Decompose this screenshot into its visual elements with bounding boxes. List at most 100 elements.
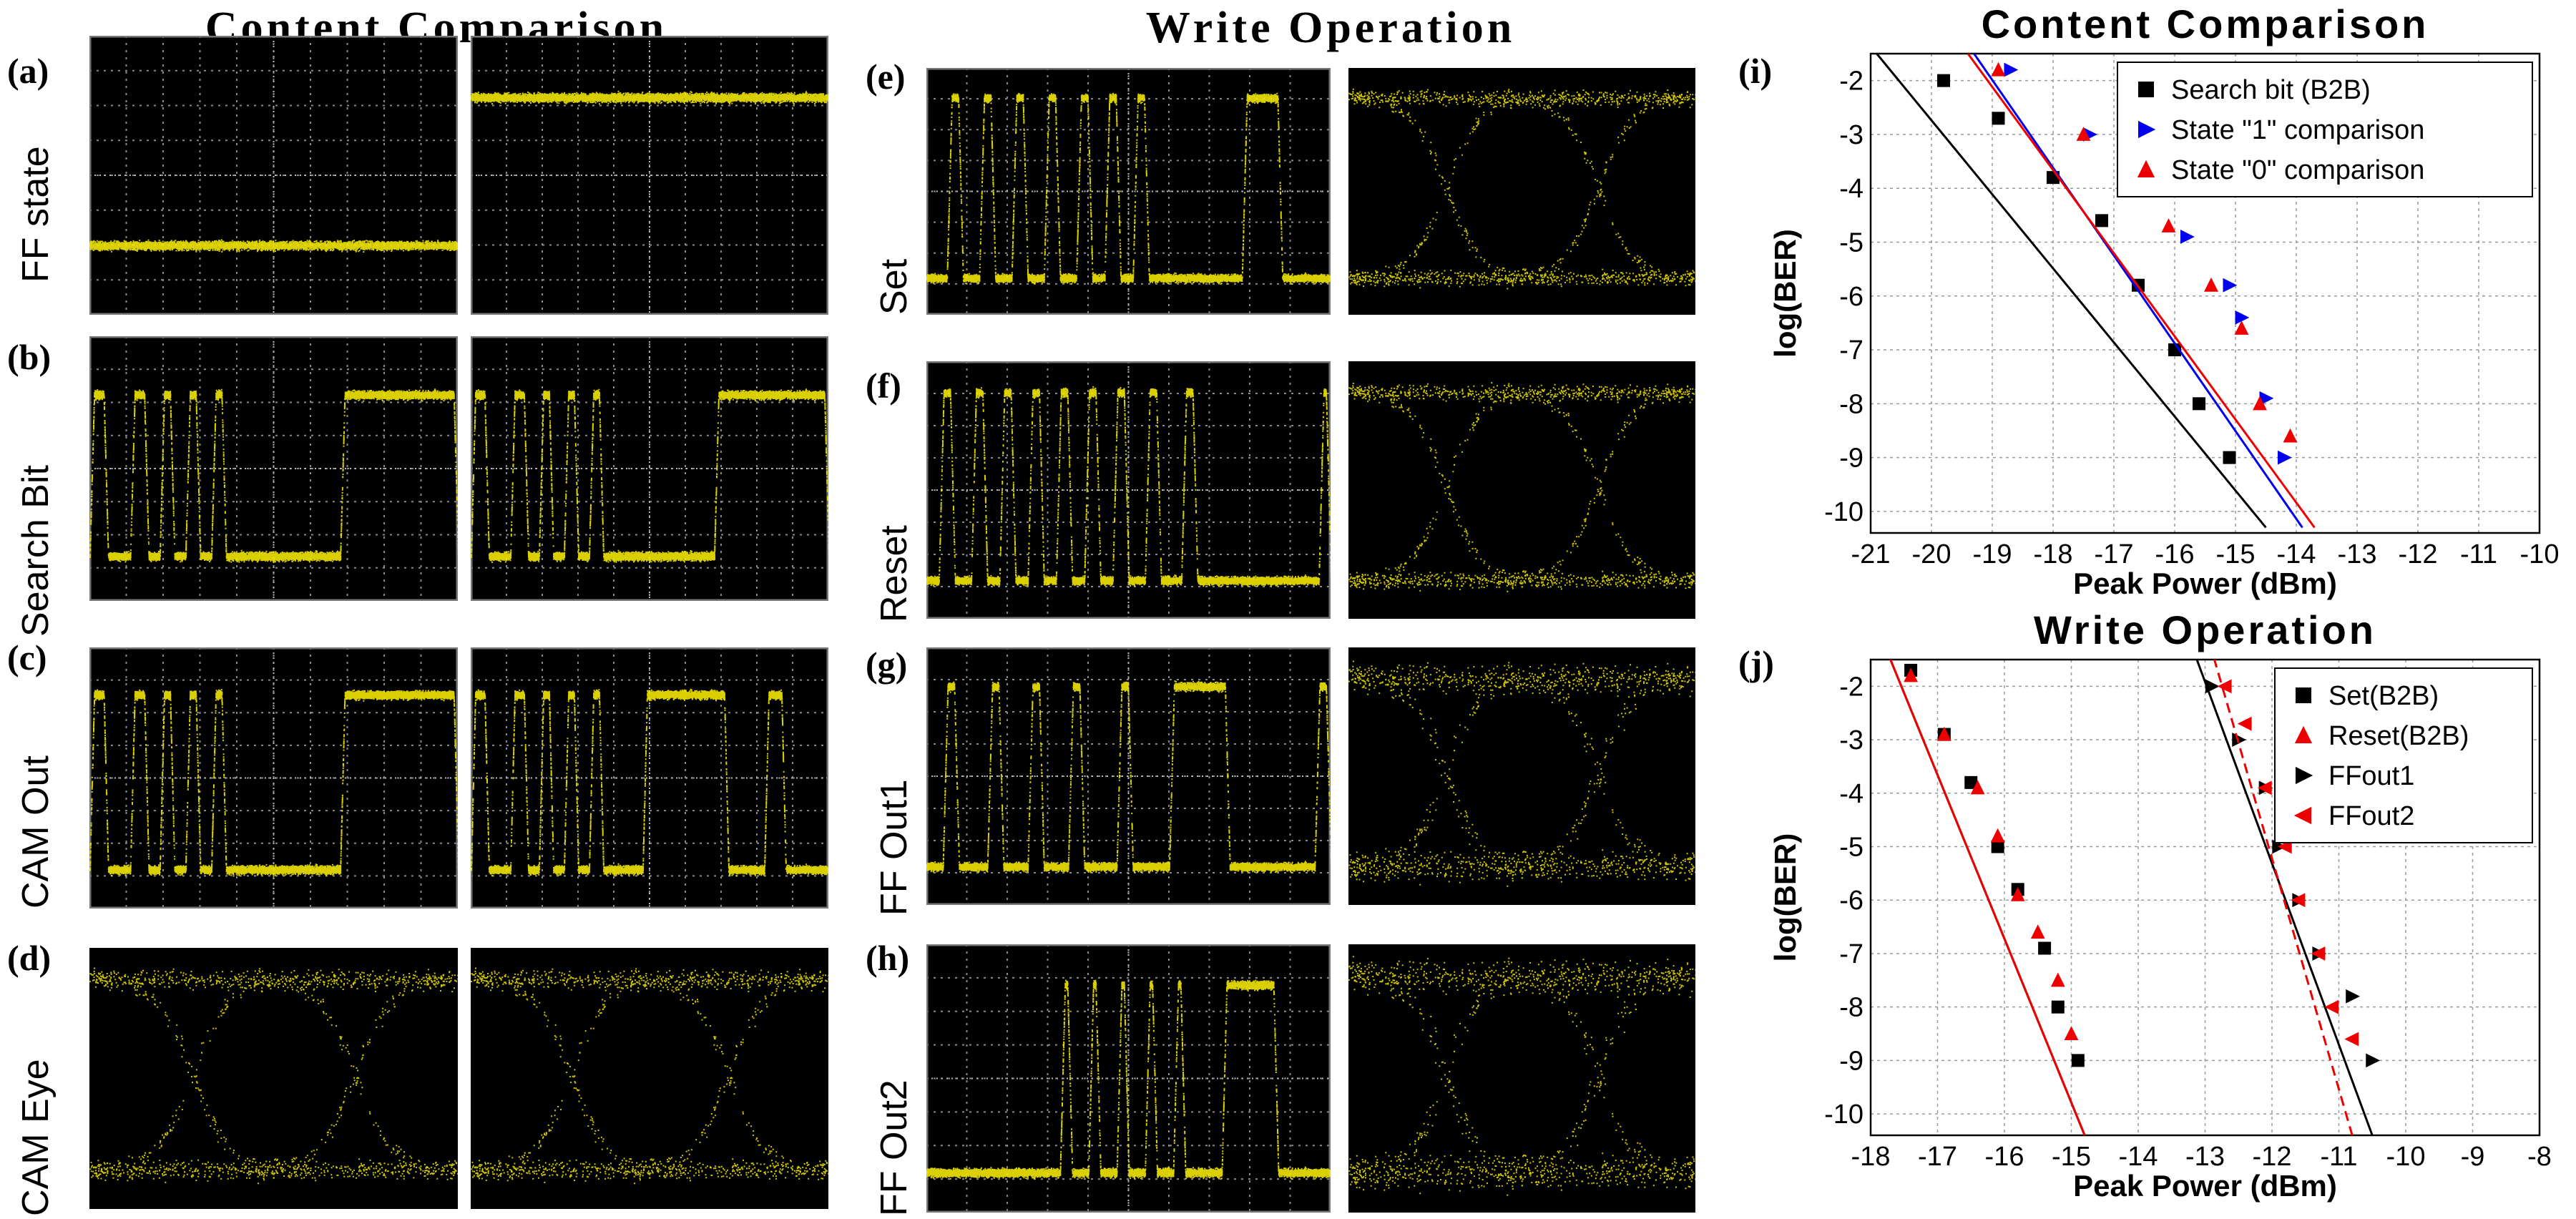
row-label-reset: Reset — [873, 525, 916, 622]
data-point — [2204, 278, 2218, 292]
x-tick-label: -21 — [1851, 539, 1891, 569]
row-label-cam-eye: CAM Eye — [14, 1059, 57, 1216]
y-tick-label: -7 — [1839, 336, 1864, 366]
scope-ff-state-1 — [89, 36, 458, 315]
data-point — [2346, 989, 2360, 1004]
data-point — [1937, 74, 1950, 87]
x-tick-label: -18 — [2034, 539, 2073, 569]
scope-search-bit-1 — [89, 336, 458, 601]
eye-set — [1348, 68, 1695, 315]
data-point — [2193, 397, 2205, 410]
panel-label-f: (f) — [866, 365, 901, 406]
scope-ff-state-2 — [471, 36, 828, 315]
data-point — [1992, 62, 2006, 77]
legend-entry: State "0" comparison — [2171, 155, 2424, 185]
data-point — [2072, 1054, 2085, 1067]
data-point — [2162, 218, 2176, 232]
y-tick-label: -6 — [1839, 886, 1864, 916]
data-point — [1992, 112, 2005, 124]
y-axis-label: log(BER) — [1768, 833, 1802, 962]
x-tick-label: -19 — [1973, 539, 2012, 569]
eye-cam-1 — [89, 948, 458, 1209]
data-point — [2095, 214, 2108, 227]
legend-entry: Search bit (B2B) — [2171, 75, 2371, 105]
panel-label-b: (b) — [7, 336, 51, 378]
x-tick-label: -15 — [2216, 539, 2256, 569]
data-point — [2366, 1053, 2380, 1067]
y-tick-label: -4 — [1839, 174, 1864, 204]
panel-label-g: (g) — [866, 644, 907, 685]
y-tick-label: -3 — [1839, 120, 1864, 150]
scope-search-bit-2 — [471, 336, 828, 601]
scope-ff-out2 — [926, 944, 1331, 1213]
x-tick-label: -13 — [2338, 539, 2377, 569]
row-label-cam-out: CAM Out — [14, 755, 57, 909]
row-label-ff-state: FF state — [14, 146, 57, 283]
x-tick-label: -17 — [2095, 539, 2134, 569]
scope-cam-out-1 — [89, 647, 458, 909]
x-tick-label: -10 — [2386, 1142, 2426, 1172]
scope-ff-out1 — [926, 647, 1331, 905]
chart-j: Write Operation-18 -17 -16 -15 -14 -13 -12 -11-… — [1745, 610, 2576, 1219]
data-point — [2031, 924, 2045, 939]
data-point — [2278, 451, 2292, 465]
legend-entry: FFout1 — [2328, 761, 2414, 791]
eye-cam-2 — [471, 948, 828, 1209]
legend-entry: Set(B2B) — [2328, 681, 2439, 711]
data-point — [2344, 1032, 2359, 1047]
legend-entry: State "1" comparison — [2171, 115, 2424, 145]
data-point — [2205, 679, 2220, 693]
y-tick-label: -7 — [1839, 939, 1864, 969]
data-point — [2052, 1001, 2065, 1014]
y-tick-label: -10 — [1824, 497, 1864, 527]
x-tick-label: -15 — [2052, 1142, 2091, 1172]
x-tick-label: -16 — [2155, 539, 2195, 569]
chart-i: Content Comparison-21 -20 -19 -18 -17 -16 -15-… — [1745, 0, 2576, 615]
y-tick-label: -2 — [1839, 672, 1864, 702]
row-label-ff-out2: FF Out2 — [873, 1080, 916, 1216]
y-tick-label: -9 — [1839, 444, 1864, 474]
panel-label-a: (a) — [7, 50, 49, 92]
x-tick-label: -9 — [2461, 1142, 2485, 1172]
chart-title: Content Comparison — [1982, 1, 2429, 46]
eye-reset — [1348, 361, 1695, 619]
data-point — [1991, 828, 2005, 843]
x-tick-label: -16 — [1985, 1142, 2024, 1172]
y-tick-label: -9 — [1839, 1046, 1864, 1076]
scope-set — [926, 68, 1331, 315]
row-label-set: Set — [873, 259, 916, 315]
data-point — [2223, 451, 2236, 464]
legend-marker — [2296, 687, 2311, 703]
x-tick-label: -8 — [2527, 1142, 2552, 1172]
y-tick-label: -6 — [1839, 282, 1864, 312]
data-point — [2283, 429, 2298, 443]
legend-entry: Reset(B2B) — [2328, 721, 2469, 751]
x-tick-label: -14 — [2277, 539, 2316, 569]
x-tick-label: -13 — [2185, 1142, 2225, 1172]
y-tick-label: -8 — [1839, 389, 1864, 419]
row-label-search-bit: Search Bit — [14, 465, 57, 637]
x-tick-label: -11 — [2320, 1142, 2357, 1172]
y-tick-label: -8 — [1839, 993, 1864, 1023]
y-tick-label: -3 — [1839, 725, 1864, 755]
panel-label-e: (e) — [866, 56, 906, 97]
y-tick-label: -4 — [1839, 779, 1864, 809]
eye-ff-out2 — [1348, 944, 1695, 1213]
x-axis-label: Peak Power (dBm) — [2073, 1169, 2337, 1203]
x-axis-label: Peak Power (dBm) — [2073, 567, 2337, 600]
scope-cam-out-2 — [471, 647, 828, 909]
data-point — [2232, 733, 2246, 747]
y-axis-label: log(BER) — [1768, 229, 1802, 358]
legend-marker — [2138, 82, 2154, 97]
x-tick-label: -14 — [2119, 1142, 2158, 1172]
x-tick-label: -12 — [2399, 539, 2438, 569]
x-tick-label: -12 — [2253, 1142, 2292, 1172]
panel-label-h: (h) — [866, 937, 909, 979]
x-tick-label: -20 — [1912, 539, 1951, 569]
y-tick-label: -2 — [1839, 67, 1864, 97]
y-tick-label: -10 — [1824, 1100, 1864, 1130]
x-tick-label: -11 — [2460, 539, 2497, 569]
x-tick-label: -10 — [2520, 539, 2560, 569]
eye-ff-out1 — [1348, 647, 1695, 905]
data-point — [2065, 1026, 2079, 1040]
